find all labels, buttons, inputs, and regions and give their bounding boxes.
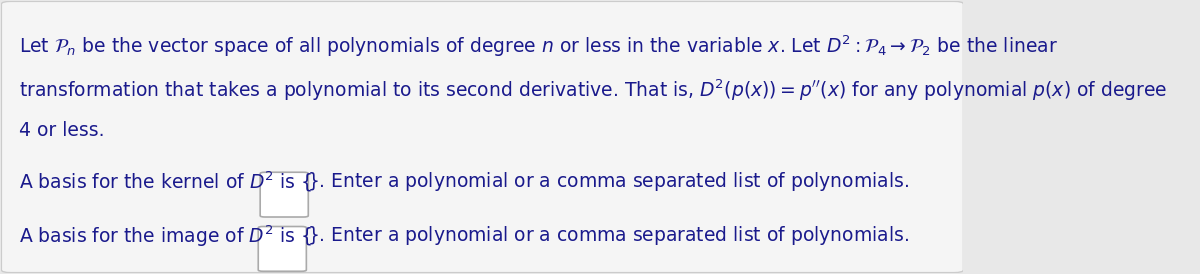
Text: A basis for the kernel of $D^2$ is $\{$: A basis for the kernel of $D^2$ is $\{$ <box>19 170 312 194</box>
Text: $\}$. Enter a polynomial or a comma separated list of polynomials.: $\}$. Enter a polynomial or a comma sepa… <box>307 170 910 193</box>
Text: Let $\mathcal{P}_n$ be the vector space of all polynomials of degree $n$ or less: Let $\mathcal{P}_n$ be the vector space … <box>19 34 1057 59</box>
Text: A basis for the image of $D^2$ is $\{$: A basis for the image of $D^2$ is $\{$ <box>19 224 312 249</box>
FancyBboxPatch shape <box>1 1 964 273</box>
FancyBboxPatch shape <box>258 227 306 271</box>
Text: $\}$. Enter a polynomial or a comma separated list of polynomials.: $\}$. Enter a polynomial or a comma sepa… <box>307 224 910 247</box>
Text: 4 or less.: 4 or less. <box>19 121 104 140</box>
FancyBboxPatch shape <box>260 172 308 217</box>
Text: transformation that takes a polynomial to its second derivative. That is, $D^2(p: transformation that takes a polynomial t… <box>19 77 1168 103</box>
